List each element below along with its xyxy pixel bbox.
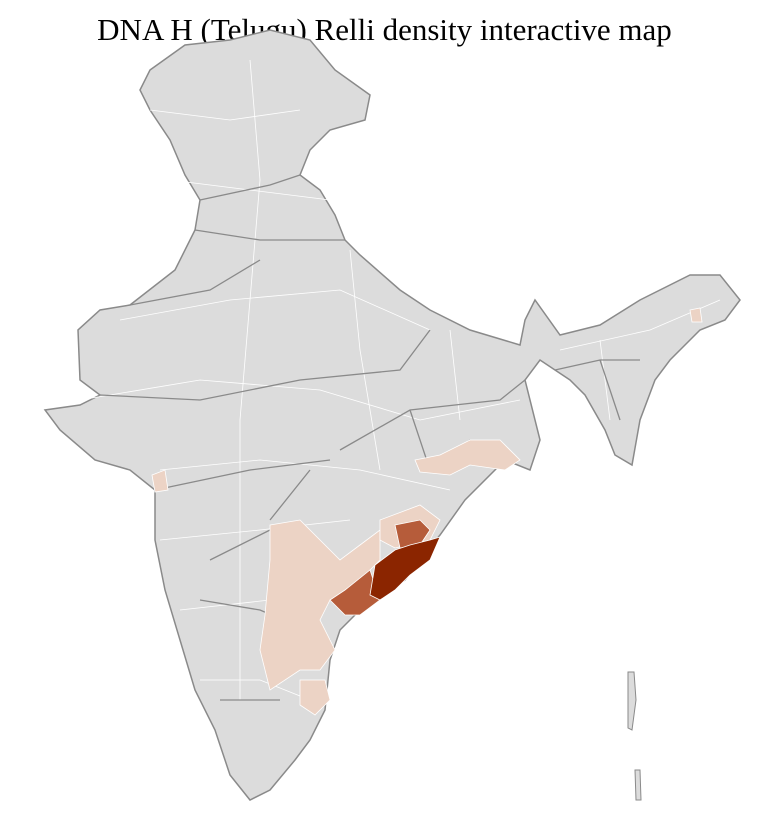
andaman-islands[interactable] bbox=[627, 671, 637, 731]
low-density-region-telangana-ap[interactable] bbox=[259, 519, 381, 691]
low-density-region-northeast[interactable] bbox=[689, 307, 703, 323]
india-landmass[interactable] bbox=[43, 29, 741, 801]
high-density-region-north-coastal-ap[interactable] bbox=[369, 536, 441, 601]
low-density-region-gujarat[interactable] bbox=[151, 469, 169, 493]
low-density-region-south-ap[interactable] bbox=[299, 679, 331, 716]
district-borders bbox=[79, 59, 721, 701]
low-density-region-odisha-bengal[interactable] bbox=[414, 439, 521, 476]
india-outline[interactable] bbox=[43, 29, 741, 801]
density-regions[interactable] bbox=[151, 307, 703, 716]
map-title: DNA H (Telugu) Relli density interactive… bbox=[97, 12, 672, 47]
andaman-islands-south[interactable] bbox=[634, 769, 642, 801]
medium-density-region-north-coastal[interactable] bbox=[394, 519, 431, 549]
